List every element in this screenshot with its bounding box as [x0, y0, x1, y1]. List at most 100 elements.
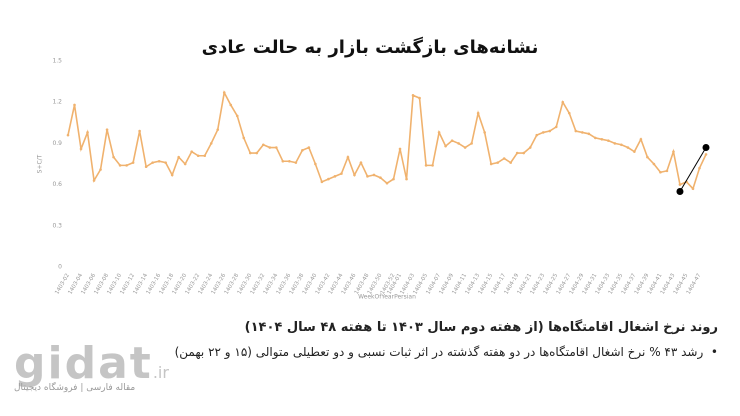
caption-bullet-row: • رشد ۴۳ % نرخ اشغال اقامتگاه‌ها در دو ه… [175, 345, 718, 359]
data-point [702, 144, 710, 152]
data-point [301, 148, 304, 152]
data-point [398, 147, 402, 151]
data-point [665, 169, 669, 173]
chart: نشانه‌های بازگشت بازار به حالت عادی Week… [37, 36, 710, 301]
data-point [242, 136, 246, 140]
data-point [190, 150, 193, 153]
data-point [314, 162, 317, 166]
data-point [431, 164, 434, 167]
data-point [105, 128, 109, 131]
caption-bullet: رشد ۴۳ % نرخ اشغال اقامتگاه‌ها در دو هفت… [174, 345, 704, 359]
watermark-tagline: مقاله فارسی | فروشگاه دیجیتال [14, 383, 136, 393]
data-point [372, 173, 376, 177]
data-point [99, 168, 102, 171]
data-point [457, 142, 460, 145]
data-point [359, 161, 363, 164]
data-point [489, 162, 493, 166]
data-point [294, 161, 298, 164]
data-point [353, 173, 356, 177]
data-point [437, 131, 441, 134]
data-point [151, 161, 154, 164]
data-point [118, 164, 122, 167]
data-point [691, 187, 695, 191]
data-point [262, 143, 265, 147]
data-point [548, 129, 552, 133]
data-point [678, 183, 682, 186]
y-tick-label: 1.5 [52, 58, 62, 65]
data-point [633, 150, 636, 153]
data-point [502, 157, 506, 160]
data-point [138, 129, 141, 133]
data-point [535, 133, 539, 137]
data-point [235, 114, 239, 118]
data-point [567, 111, 571, 115]
data-point [216, 128, 220, 131]
data-point [450, 139, 454, 142]
data-point [66, 133, 70, 137]
data-point [125, 164, 128, 167]
data-point [672, 150, 675, 153]
data-point [483, 131, 486, 134]
data-point [607, 139, 610, 142]
watermark: gidat.ir مقاله فارسی | فروشگاه دیجیتال [14, 338, 169, 393]
data-point [209, 142, 213, 145]
data-point [594, 136, 597, 140]
y-tick-label: 0.9 [52, 140, 62, 147]
data-point [340, 172, 343, 175]
data-point [164, 161, 167, 164]
data-point [346, 155, 350, 159]
data-point [620, 143, 623, 147]
data-point [307, 146, 311, 149]
data-point [385, 181, 389, 185]
data-point [626, 146, 630, 149]
data-point [157, 159, 161, 163]
data-point [659, 170, 662, 174]
data-point [581, 131, 584, 134]
data-point [463, 146, 467, 149]
data-point [496, 161, 499, 164]
data-point [222, 91, 226, 94]
data-point [86, 131, 89, 134]
data-point [704, 153, 708, 156]
data-point [418, 96, 421, 100]
data-point [275, 146, 278, 149]
data-point [574, 129, 578, 133]
data-point [639, 137, 643, 141]
data-point [183, 162, 187, 166]
data-point [509, 161, 512, 164]
data-point [411, 94, 415, 97]
data-point [541, 131, 545, 134]
data-point [646, 155, 649, 159]
y-tick-label: 0 [58, 264, 62, 271]
data-point [476, 111, 480, 115]
data-point [327, 177, 330, 181]
data-point [288, 159, 291, 163]
y-tick-label: 0.6 [52, 181, 62, 188]
data-point [424, 164, 428, 167]
data-point [268, 146, 272, 149]
data-point [229, 103, 233, 107]
data-point [112, 155, 115, 159]
data-point [248, 151, 252, 155]
data-point [698, 166, 701, 170]
data-point [652, 162, 656, 166]
data-point [144, 165, 148, 169]
data-point [320, 180, 324, 184]
data-point [392, 177, 395, 181]
data-point [196, 154, 200, 158]
data-point [333, 175, 337, 178]
data-point [522, 151, 526, 155]
data-point [170, 173, 174, 177]
data-point [444, 144, 447, 148]
data-point [587, 132, 591, 136]
data-point [561, 100, 565, 104]
caption-heading: روند نرخ اشغال اقامتگاه‌ها (از هفته دوم … [244, 320, 718, 335]
watermark-brand: gidat [14, 338, 153, 389]
data-point [405, 177, 408, 181]
y-axis-label: S+C/T [37, 154, 44, 173]
data-point [203, 154, 207, 158]
data-point [366, 175, 369, 178]
data-point [255, 151, 259, 155]
bullet-dot: • [703, 345, 718, 359]
watermark-domain: .ir [152, 363, 169, 382]
